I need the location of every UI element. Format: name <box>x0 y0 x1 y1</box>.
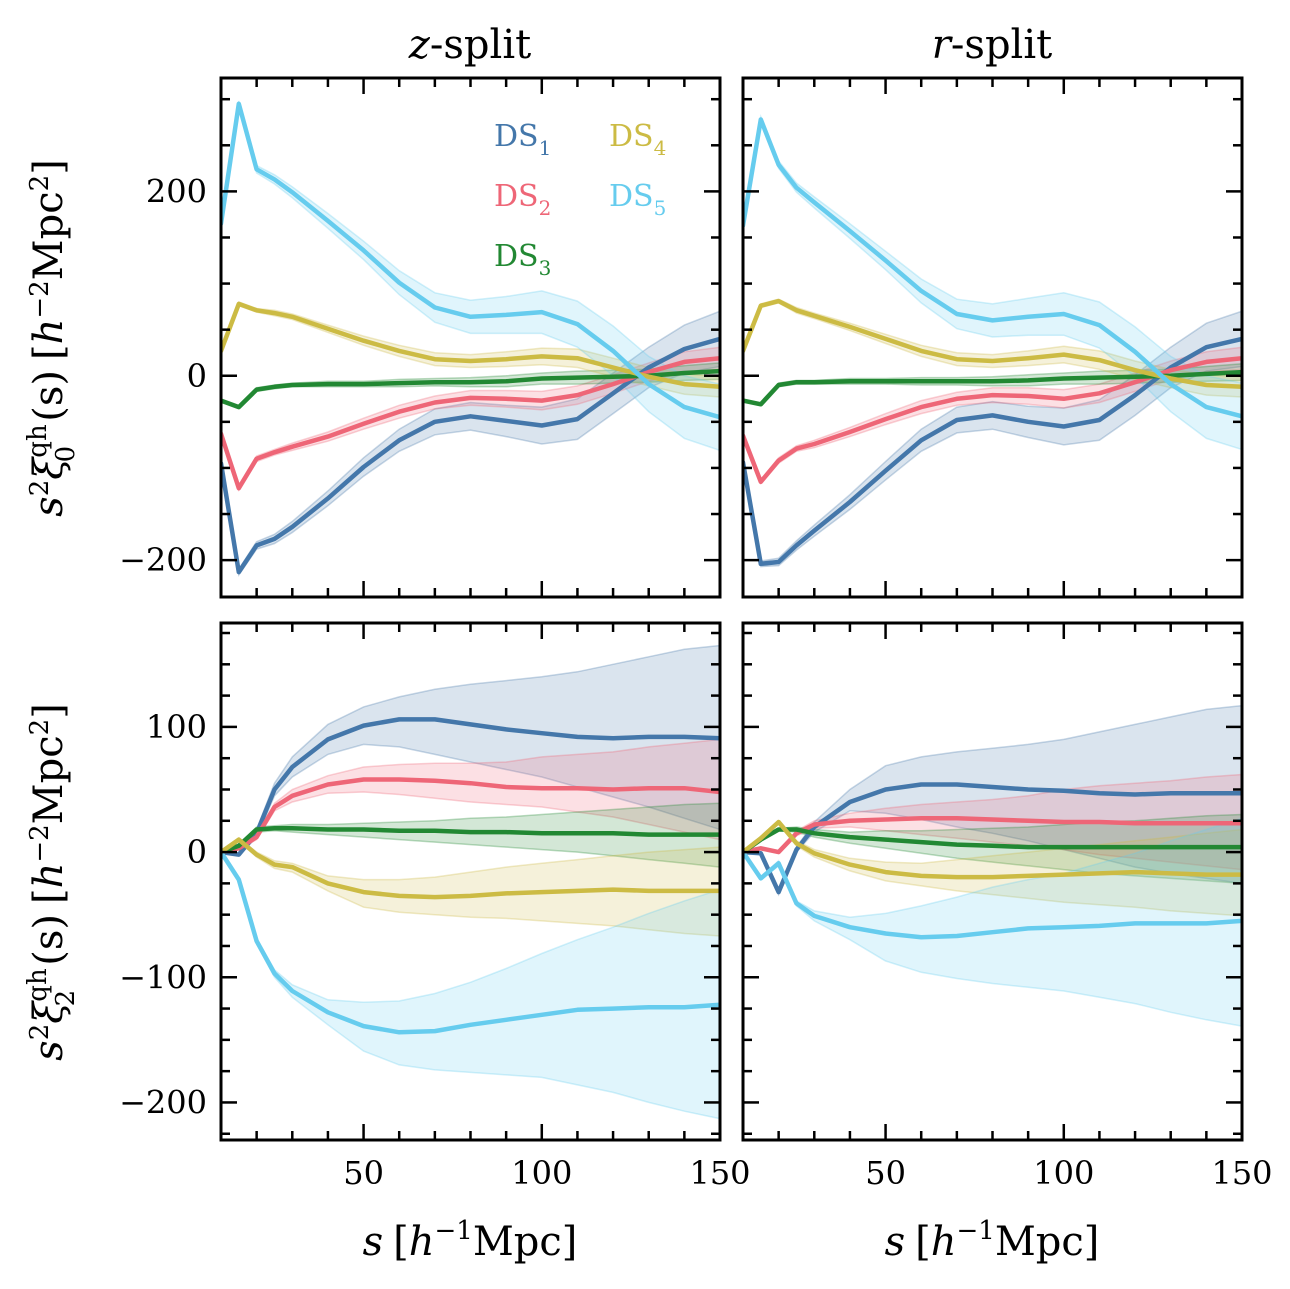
panel-z-split-quadrupole: −200 −100 0 100 50 100 150 <box>119 621 751 1192</box>
plot-area <box>743 704 1242 1027</box>
legend-entry-ds1: DS1 <box>494 119 551 160</box>
line-ds2 <box>221 355 720 491</box>
band-ds4 <box>743 298 1242 398</box>
band-ds5 <box>743 817 1242 1027</box>
band-ds1 <box>743 310 1242 568</box>
y-tick-label: 0 <box>187 833 207 871</box>
line-ds3 <box>743 369 1242 407</box>
legend: DS1 DS2 DS3 DS4 DS5 <box>494 119 666 280</box>
line-ds1 <box>221 336 720 575</box>
plot-area <box>221 644 720 1120</box>
line-ds3 <box>221 826 720 855</box>
y-axis-title-monopole: s2ξqh0(s)[h−2Mpc2] <box>23 159 81 517</box>
column-title-z-split: z-split <box>408 22 531 68</box>
band-ds4 <box>221 837 720 937</box>
band-ds3 <box>743 813 1242 885</box>
plot-area <box>221 100 720 577</box>
x-tick-label: 150 <box>1211 1154 1272 1192</box>
band-ds5 <box>221 851 720 1120</box>
x-tick-label: 150 <box>689 1154 750 1192</box>
plot-area <box>743 113 1242 568</box>
x-tick-label: 100 <box>511 1154 572 1192</box>
panel-r-split-quadrupole: 50 100 150 <box>741 621 1273 1192</box>
y-axis-title-quadrupole: s2ξqh2(s)[h−2Mpc2] <box>23 703 81 1061</box>
x-tick-label: 50 <box>865 1154 906 1192</box>
band-ds2 <box>221 738 720 853</box>
y-tick-label: −200 <box>119 1083 207 1121</box>
band-ds2 <box>743 346 1242 486</box>
legend-entry-ds5: DS5 <box>609 179 666 220</box>
line-ds5 <box>743 849 1242 940</box>
line-ds5 <box>743 117 1242 419</box>
panel-z-split-monopole: −200 0 200 <box>119 76 722 599</box>
line-ds4 <box>743 819 1242 880</box>
band-ds4 <box>743 819 1242 917</box>
line-ds1 <box>743 782 1242 895</box>
band-ds2 <box>221 346 720 492</box>
y-tick-label: −100 <box>119 958 207 996</box>
y-tick-label: 100 <box>146 708 207 746</box>
panel-r-split-monopole <box>741 76 1244 599</box>
y-tick-label: 200 <box>146 172 207 210</box>
x-tick-label: 100 <box>1033 1154 1094 1192</box>
line-ds5 <box>221 101 720 420</box>
x-axis-title-right: s [h−1Mpc] <box>885 1216 1100 1265</box>
legend-entry-ds3: DS3 <box>494 239 551 280</box>
band-ds3 <box>221 802 720 868</box>
band-ds3 <box>743 363 1242 407</box>
band-ds5 <box>743 113 1242 451</box>
x-axis-title-left: s [h−1Mpc] <box>363 1216 578 1265</box>
y-tick-label: 0 <box>187 357 207 395</box>
y-tick-label: −200 <box>119 541 207 579</box>
line-ds4 <box>221 837 720 900</box>
band-ds3 <box>221 362 720 409</box>
band-ds1 <box>221 644 720 857</box>
band-ds5 <box>221 100 720 452</box>
legend-entry-ds4: DS4 <box>609 119 666 160</box>
line-ds2 <box>221 777 720 855</box>
x-tick-label: 50 <box>343 1154 384 1192</box>
legend-entry-ds2: DS2 <box>494 179 551 220</box>
line-ds5 <box>221 849 720 1035</box>
line-ds1 <box>221 717 720 857</box>
line-ds4 <box>743 298 1242 390</box>
line-ds1 <box>743 336 1242 567</box>
line-ds3 <box>221 368 720 410</box>
band-ds1 <box>221 310 720 577</box>
line-ds4 <box>221 301 720 390</box>
column-title-r-split: r-split <box>932 22 1052 68</box>
line-ds3 <box>743 827 1242 855</box>
